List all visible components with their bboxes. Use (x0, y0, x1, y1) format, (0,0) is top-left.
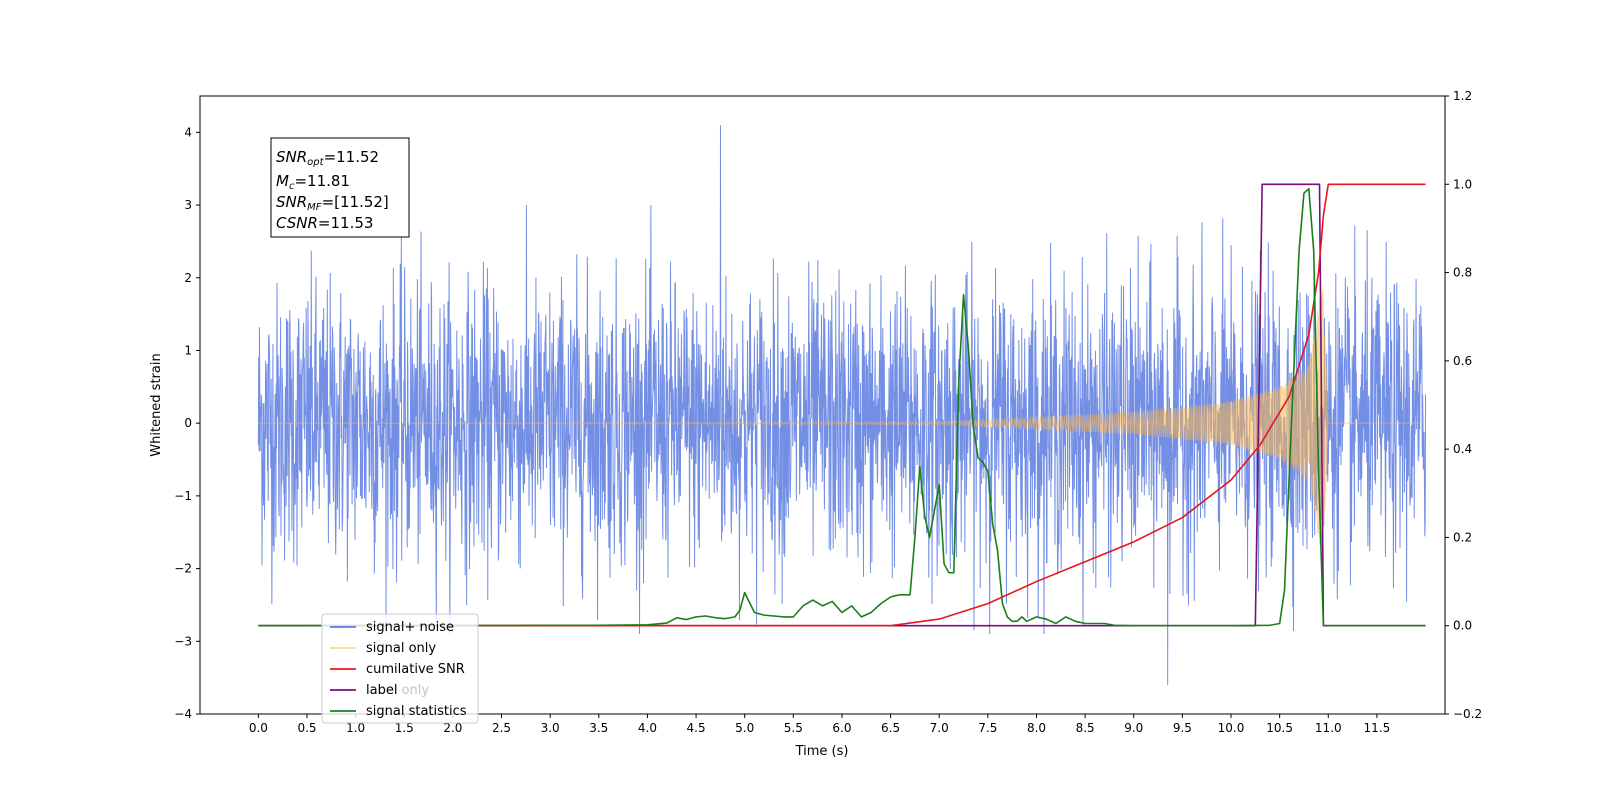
x-tick-label: 7.0 (930, 721, 949, 735)
x-tick-label: 0.5 (297, 721, 316, 735)
series-signal-only-line (258, 289, 1426, 559)
x-tick-label: 5.5 (784, 721, 803, 735)
x-axis-ticks: 0.0 0.5 1.0 1.5 2.0 2.5 3.0 3.5 4.0 4.5 5.0 5.5 6.0 6… (249, 714, 1390, 735)
annotation-csnr: CSNR=11.53 (276, 214, 373, 232)
annotation-mc: Mc=11.81 (276, 172, 350, 192)
annotation-snr-mf: SNRMF=[11.52] (276, 193, 389, 213)
y-right-axis-ticks: −0.2 0.0 0.2 0.4 0.6 0.8 1.0 1.2 (1445, 89, 1482, 721)
y-left-tick-label: −2 (174, 562, 192, 576)
y-right-tick-label: 0.6 (1453, 354, 1472, 368)
x-tick-label: 4.5 (687, 721, 706, 735)
y-left-tick-label: 2 (184, 271, 192, 285)
x-tick-label: 9.5 (1173, 721, 1192, 735)
legend-label: cumilative SNR (366, 662, 465, 677)
x-tick-label: 3.0 (541, 721, 560, 735)
x-tick-label: 11.0 (1315, 721, 1342, 735)
x-tick-label: 6.0 (832, 721, 851, 735)
x-tick-label: 7.5 (978, 721, 997, 735)
x-tick-label: 3.5 (589, 721, 608, 735)
y-left-tick-label: 4 (184, 125, 192, 139)
legend-overlap-label: label only (366, 683, 429, 698)
annotation-snr-opt: SNRopt=11.52 (276, 148, 379, 168)
x-tick-label: 5.0 (735, 721, 754, 735)
annotation-box: SNRopt=11.52 Mc=11.81 SNRMF=[11.52] CSNR… (270, 137, 410, 238)
legend-label: signal+ noise (366, 620, 454, 635)
series-signal-statistics-line (258, 187, 1426, 627)
x-tick-label: 8.0 (1027, 721, 1046, 735)
x-tick-label: 6.5 (881, 721, 900, 735)
legend-label: signal only (366, 641, 436, 656)
legend-label: label (366, 683, 397, 698)
y-left-tick-label: 0 (184, 416, 192, 430)
series-cumulative-snr-line (258, 183, 1426, 627)
y-right-tick-label: 1.0 (1453, 177, 1472, 191)
x-tick-label: 10.0 (1218, 721, 1245, 735)
x-tick-label: 2.0 (443, 721, 462, 735)
y-left-tick-label: 3 (184, 198, 192, 212)
x-tick-label: 0.0 (249, 721, 268, 735)
y-left-tick-label: 1 (184, 343, 192, 357)
y-left-tick-label: −1 (174, 489, 192, 503)
x-tick-label: 11.5 (1364, 721, 1391, 735)
y-left-axis-label: Whitened strain (149, 353, 164, 456)
x-axis-label: Time (s) (795, 744, 849, 759)
x-tick-label: 10.5 (1266, 721, 1293, 735)
y-right-tick-label: 0.0 (1453, 619, 1472, 633)
y-right-tick-label: 1.2 (1453, 89, 1472, 103)
x-tick-label: 9.0 (1124, 721, 1143, 735)
y-left-tick-label: −3 (174, 634, 192, 648)
series-layer (257, 125, 1427, 685)
y-right-tick-label: 0.4 (1453, 442, 1472, 456)
series-signal-noise-line (257, 125, 1427, 685)
x-tick-label: 2.5 (492, 721, 511, 735)
y-left-axis-ticks: −4 −3 −2 −1 0 1 2 3 4 (174, 125, 200, 721)
y-right-tick-label: −0.2 (1453, 707, 1482, 721)
y-left-tick-label: −4 (174, 707, 192, 721)
x-tick-label: 4.0 (638, 721, 657, 735)
legend: signal+ noise signal only cumilative SNR la… (321, 613, 479, 724)
legend-label: signal statistics (366, 704, 467, 719)
plot-frame (199, 95, 1446, 715)
x-tick-label: 1.5 (395, 721, 414, 735)
y-right-tick-label: 0.2 (1453, 530, 1472, 544)
x-tick-label: 1.0 (346, 721, 365, 735)
x-tick-label: 8.5 (1076, 721, 1095, 735)
y-right-tick-label: 0.8 (1453, 266, 1472, 280)
